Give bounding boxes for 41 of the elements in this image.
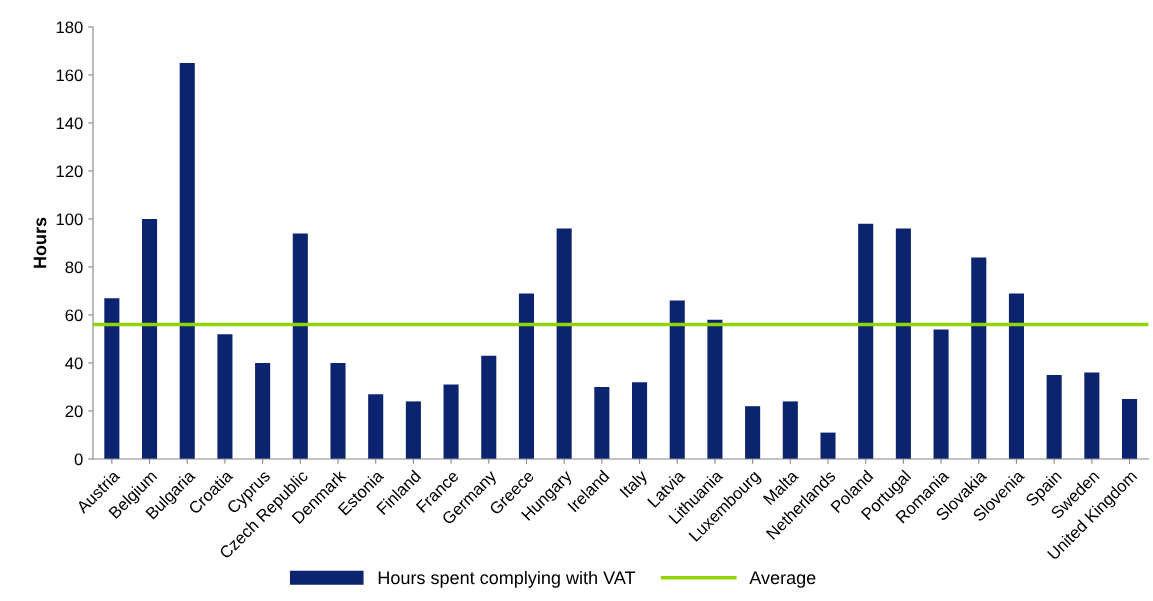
bar — [481, 355, 497, 459]
bar — [632, 382, 648, 459]
bar — [104, 298, 120, 459]
bar — [782, 401, 798, 459]
bar — [1122, 399, 1138, 459]
y-tick-label: 60 — [65, 309, 83, 322]
y-tick-label: 120 — [56, 165, 83, 178]
bar — [858, 223, 874, 459]
bar — [255, 363, 271, 459]
bar — [971, 257, 987, 459]
bar — [368, 394, 384, 459]
bar — [179, 63, 195, 459]
bar — [556, 228, 572, 459]
y-tick-label: 140 — [56, 117, 83, 130]
y-tick-label: 180 — [56, 21, 83, 34]
bar — [1084, 372, 1100, 459]
bar — [745, 406, 761, 459]
bar — [405, 401, 421, 459]
bar — [292, 233, 308, 459]
bar — [518, 293, 534, 459]
bar — [594, 387, 610, 459]
bar — [443, 384, 459, 459]
y-tick-label: 80 — [65, 261, 83, 274]
y-tick-label: 0 — [74, 453, 83, 466]
bar — [330, 363, 346, 459]
bar — [669, 300, 685, 459]
legend-label: Average — [749, 571, 816, 588]
bar — [1008, 293, 1024, 459]
bar — [217, 334, 233, 459]
legend-label: Hours spent complying with VAT — [378, 570, 636, 588]
bar — [707, 319, 723, 459]
bar — [142, 219, 158, 459]
bar — [933, 329, 949, 459]
y-tick-label: 100 — [56, 213, 83, 226]
y-axis-title: Hours — [33, 217, 47, 268]
bar — [895, 228, 911, 459]
y-tick-label: 40 — [65, 357, 83, 370]
y-tick-label: 20 — [65, 405, 83, 418]
y-tick-label: 160 — [56, 69, 83, 82]
bar — [820, 432, 836, 459]
bar — [1046, 375, 1062, 459]
